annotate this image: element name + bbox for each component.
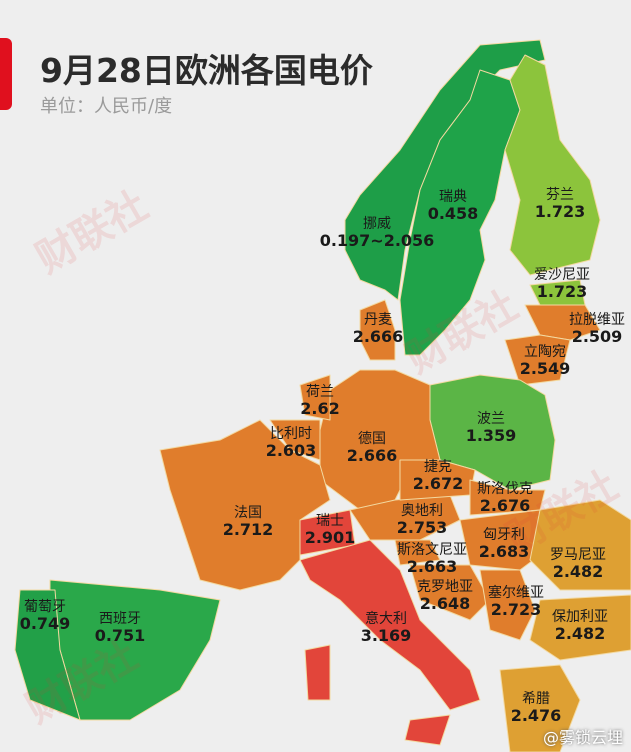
- label-switzerland: 瑞士 2.901: [304, 513, 356, 548]
- label-croatia: 克罗地亚 2.648: [417, 579, 473, 614]
- label-lithuania: 立陶宛 2.549: [519, 344, 571, 379]
- region-sicily: [404, 714, 451, 746]
- label-denmark: 丹麦 2.666: [352, 312, 404, 347]
- accent-bar: [0, 38, 12, 110]
- region-serbia: [479, 569, 536, 641]
- label-slovenia: 斯洛文尼亚 2.663: [397, 542, 467, 577]
- region-croatia: [409, 564, 491, 621]
- region-sardinia: [304, 644, 331, 701]
- page-title: 9月28日欧洲各国电价: [40, 51, 373, 90]
- label-sweden: 瑞典 0.458: [427, 189, 479, 224]
- label-estonia: 爱沙尼亚 1.723: [534, 267, 590, 302]
- region-lithuania: [504, 334, 571, 386]
- region-slovenia: [394, 539, 441, 566]
- label-germany: 德国 2.666: [346, 431, 398, 466]
- label-latvia: 拉脱维亚 2.509: [569, 312, 625, 347]
- label-portugal: 葡萄牙 0.749: [19, 599, 71, 634]
- region-bulgaria: [529, 594, 631, 661]
- label-hungary: 匈牙利 2.683: [478, 527, 530, 562]
- label-norway: 挪威 0.197~2.056: [319, 216, 435, 251]
- region-latvia: [524, 304, 601, 341]
- label-italy: 意大利 3.169: [360, 611, 412, 646]
- region-netherlands: [299, 374, 331, 421]
- region-slovakia: [469, 479, 546, 516]
- label-poland: 波兰 1.359: [465, 411, 517, 446]
- region-finland: [504, 54, 601, 276]
- region-belgium: [269, 419, 321, 461]
- label-netherlands: 荷兰 2.62: [300, 384, 340, 419]
- label-bulgaria: 保加利亚 2.482: [552, 609, 608, 644]
- label-czech: 捷克 2.672: [412, 459, 464, 494]
- region-portugal: [14, 589, 81, 721]
- label-france: 法国 2.712: [222, 505, 274, 540]
- author-credit: @雾锁云埋: [542, 728, 623, 747]
- label-finland: 芬兰 1.723: [534, 187, 586, 222]
- label-greece: 希腊 2.476: [510, 691, 562, 726]
- label-austria: 奥地利 2.753: [396, 503, 448, 538]
- label-slovakia: 斯洛伐克 2.676: [477, 481, 533, 516]
- label-serbia: 塞尔维亚 2.723: [488, 585, 544, 620]
- region-italy: [299, 539, 481, 711]
- label-spain: 西班牙 0.751: [94, 611, 146, 646]
- region-denmark: [359, 299, 396, 361]
- region-romania: [529, 499, 631, 591]
- label-romania: 罗马尼亚 2.482: [550, 547, 606, 582]
- region-greece: [499, 664, 581, 752]
- unit-subtitle: 单位：人民币/度: [40, 96, 173, 117]
- label-belgium: 比利时 2.603: [265, 426, 317, 461]
